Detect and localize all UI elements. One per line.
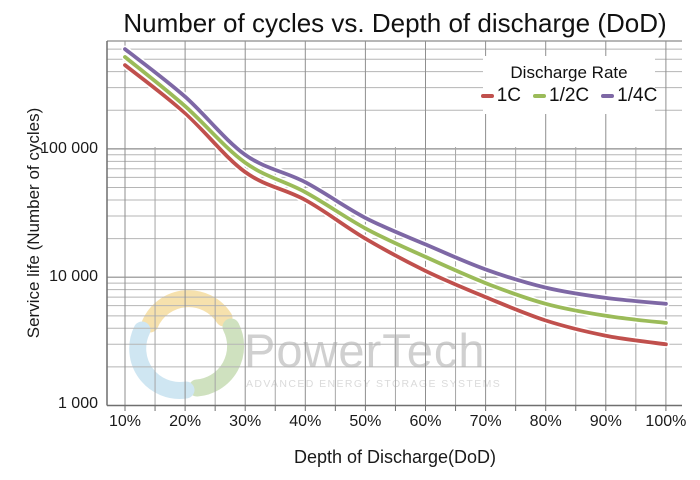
chart-title: Number of cycles vs. Depth of discharge …: [123, 8, 667, 38]
legend-entry-quarter-c: 1/4C: [601, 85, 657, 107]
legend-row: 1C 1/2C 1/4C: [480, 85, 657, 107]
x-tick-label-100%: 100%: [645, 413, 687, 430]
x-tick-label-70%: 70%: [469, 413, 502, 430]
legend-entry-half-c: 1/2C: [533, 85, 589, 107]
y-axis-title: Service life (Number of cycles): [24, 107, 43, 339]
y-tick-label-100000: 100 000: [40, 140, 98, 157]
series-line-1/2C: [123, 55, 668, 325]
x-tick-label-10%: 10%: [108, 413, 142, 430]
legend-label: 1C: [496, 85, 522, 106]
legend-label: 1/4C: [617, 85, 658, 106]
series-dash-icon: [601, 94, 615, 98]
legend-label: 1/2C: [549, 85, 590, 106]
x-axis-title: Depth of Discharge(DoD): [293, 447, 497, 467]
series-line-1C: [123, 63, 668, 347]
y-tick-label-1000: 1 000: [57, 395, 98, 412]
x-tick-label-80%: 80%: [529, 413, 562, 430]
x-tick-label-20%: 20%: [169, 413, 202, 430]
x-tick-label-60%: 60%: [409, 413, 442, 430]
legend: Discharge Rate 1C 1/2C 1/4C: [480, 56, 657, 114]
x-tick-label-90%: 90%: [589, 413, 622, 430]
x-tick-label-40%: 40%: [289, 413, 322, 430]
legend-entry-1c: 1C: [480, 85, 522, 107]
axes: [106, 41, 682, 411]
series-line-1/4C: [123, 47, 668, 306]
watermark-tagline: ADVANCED ENERGY STORAGE SYSTEMS: [246, 378, 501, 390]
series-dash-icon: [480, 94, 494, 98]
watermark-name: PowerTech: [244, 324, 486, 377]
x-tick-label-50%: 50%: [349, 413, 382, 430]
series-dash-icon: [533, 94, 547, 98]
x-tick-label-30%: 30%: [229, 413, 262, 430]
y-tick-label-10000: 10 000: [49, 268, 98, 285]
series-curves: [121, 45, 670, 348]
legend-title: Discharge Rate: [510, 63, 628, 82]
